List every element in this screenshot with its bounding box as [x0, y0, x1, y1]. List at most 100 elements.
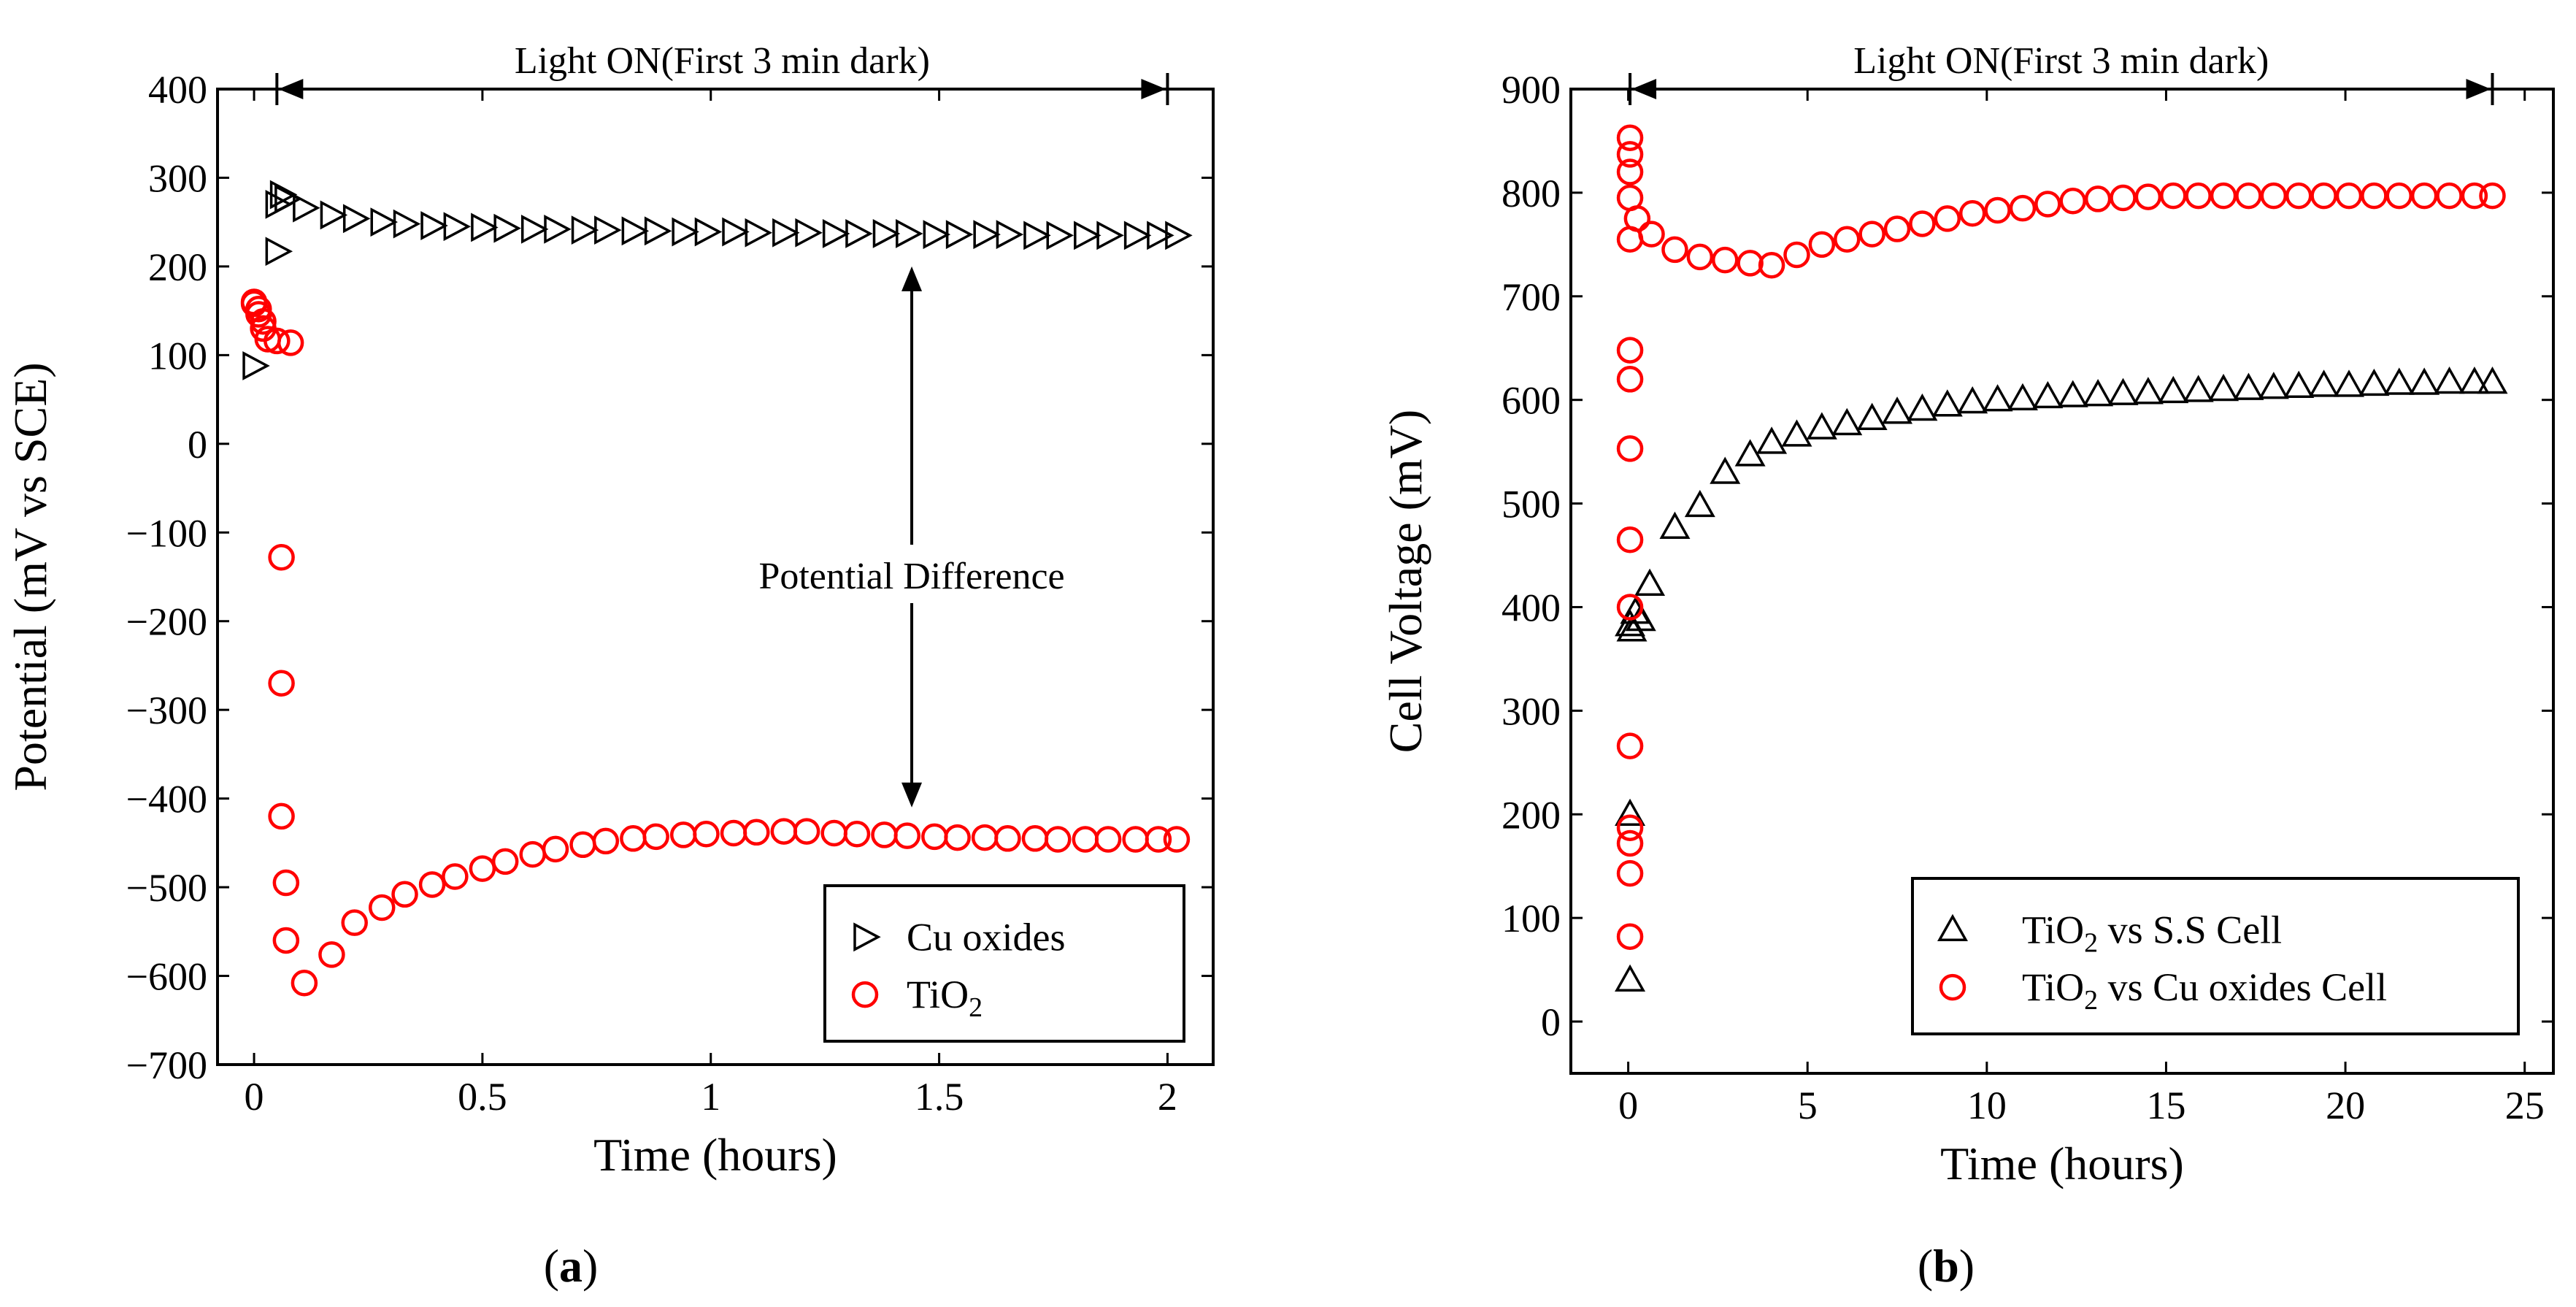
- light-on-arrow-head-right: [2466, 79, 2491, 99]
- panel-a-annotations: Light ON(First 3 min dark) Potential Diff…: [275, 40, 1169, 808]
- data-point: [973, 220, 1001, 250]
- data-point: [1711, 246, 1739, 274]
- data-point: [2283, 370, 2315, 398]
- data-point: [843, 820, 871, 848]
- data-point: [845, 219, 873, 248]
- data-point: [2160, 182, 2187, 210]
- data-point: [542, 835, 569, 863]
- data-point: [471, 212, 499, 242]
- data-point: [795, 218, 823, 248]
- x-tick-label: 10: [1967, 1084, 2007, 1127]
- data-point: [1756, 426, 1788, 454]
- data-point: [1806, 412, 1837, 440]
- data-point: [268, 670, 295, 697]
- legend-marker: [853, 922, 881, 952]
- data-point: [621, 216, 650, 246]
- y-tick-label: 0: [1541, 1000, 1561, 1044]
- data-point: [822, 219, 850, 248]
- data-point: [793, 818, 820, 845]
- legend-label: Cu oxides: [907, 915, 1066, 959]
- data-point: [945, 220, 974, 250]
- panel-a-data-points: [240, 180, 1193, 997]
- y-tick-label: 400: [148, 68, 207, 112]
- data-point: [2335, 182, 2363, 210]
- data-point: [2310, 182, 2337, 210]
- data-point: [772, 218, 800, 248]
- data-point: [1616, 859, 1644, 887]
- data-point: [1615, 798, 1646, 827]
- panel-b-ticks: 0 5 10 15 20 25 0 100 200 300 400 500 600 700 800 900: [1502, 68, 2553, 1127]
- y-tick-label: 400: [1502, 586, 1561, 629]
- data-point: [342, 204, 371, 234]
- potential-difference-arrow-head-down: [901, 782, 923, 808]
- data-point: [544, 214, 572, 244]
- y-tick-label: 800: [1502, 172, 1561, 215]
- data-point: [1165, 221, 1193, 250]
- data-point: [1634, 568, 1666, 597]
- data-point: [1856, 402, 1888, 430]
- potential-difference-text-backdrop: [707, 545, 1117, 603]
- y-tick-label: 200: [1502, 793, 1561, 837]
- data-point: [442, 863, 469, 890]
- data-point: [268, 544, 295, 571]
- data-point: [672, 217, 699, 247]
- data-point: [944, 824, 971, 851]
- data-point: [1616, 594, 1644, 621]
- data-point: [2034, 191, 2061, 218]
- data-point: [1909, 210, 1936, 237]
- panel-a-y-axis-label: Potential (mV vs SCE): [4, 362, 56, 791]
- panel-a-legend: Cu oxides TiO2: [823, 884, 1185, 1043]
- light-on-arrow-head-left: [278, 79, 304, 99]
- data-point: [1783, 241, 1810, 269]
- data-point: [1661, 236, 1688, 264]
- data-point: [592, 827, 620, 855]
- y-tick-label: −100: [126, 511, 207, 555]
- data-point: [893, 822, 921, 849]
- data-point: [2361, 182, 2388, 210]
- panel-b-chart: 0 5 10 15 20 25 0 100 200 300 400 500 600 700 800 900 L…: [1380, 40, 2555, 1189]
- data-point: [1686, 243, 1714, 271]
- panel-b-annotations: Light ON(First 3 min dark): [1629, 40, 2494, 105]
- data-point: [2233, 372, 2264, 400]
- data-point: [2385, 182, 2413, 210]
- data-point: [420, 211, 448, 240]
- y-tick-label: −600: [126, 955, 207, 999]
- data-point: [242, 351, 270, 380]
- y-tick-label: 200: [148, 245, 207, 289]
- data-point: [1023, 221, 1051, 250]
- data-point: [1616, 435, 1644, 462]
- data-point: [368, 894, 396, 921]
- data-point: [1045, 826, 1072, 853]
- y-tick-label: 0: [188, 423, 207, 467]
- data-point: [722, 217, 750, 247]
- data-point: [1758, 251, 1785, 279]
- y-tick-label: 100: [1502, 897, 1561, 940]
- data-point: [277, 329, 304, 356]
- data-point: [418, 871, 446, 898]
- y-tick-label: 500: [1502, 483, 1561, 526]
- data-point: [1934, 205, 1961, 232]
- data-point: [2409, 367, 2440, 395]
- data-point: [2308, 369, 2339, 397]
- data-point: [2260, 182, 2288, 210]
- series-1: [1615, 366, 2508, 992]
- data-point: [2084, 185, 2112, 212]
- data-point: [2007, 383, 2038, 411]
- data-point: [443, 212, 472, 242]
- data-point: [1616, 814, 1644, 841]
- panel-b-legend: TiO2 vs S.S Cell TiO2 vs Cu oxides Cell: [1911, 877, 2520, 1035]
- panel-b-y-axis-label: Cell Voltage (mV): [1380, 410, 1431, 753]
- legend-marker: [1937, 913, 1968, 942]
- data-point: [1145, 826, 1172, 853]
- potential-difference-text: Potential Difference: [758, 556, 1064, 597]
- data-point: [2334, 369, 2364, 397]
- legend-label: TiO2 vs Cu oxides Cell: [2022, 965, 2387, 1016]
- potential-difference-arrow-head-up: [901, 266, 923, 291]
- data-point: [2132, 377, 2164, 405]
- legend-label: TiO2: [907, 973, 983, 1023]
- data-point: [2477, 366, 2508, 394]
- data-point: [1982, 384, 2013, 412]
- light-on-annotation-text: Light ON(First 3 min dark): [1853, 40, 2269, 82]
- data-point: [642, 823, 669, 851]
